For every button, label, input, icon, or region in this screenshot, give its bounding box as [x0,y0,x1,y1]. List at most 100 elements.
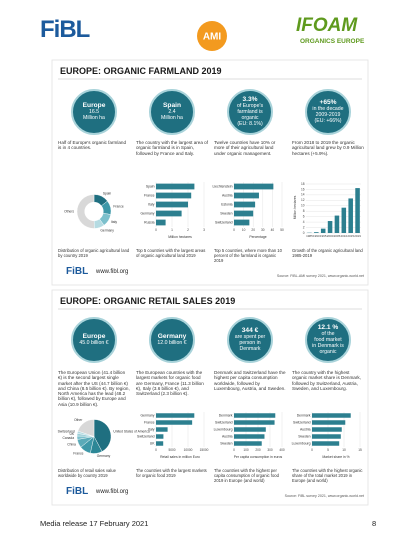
bar-label: France [144,420,155,424]
footer-logo: FiBL [66,486,89,497]
bar [234,434,265,439]
bar-label: Sweden [220,211,232,215]
slice-label: Italy [111,220,117,224]
x-tick-label: 3 [203,228,205,232]
x-tick-label: 2019 [354,234,361,238]
axis-label: Retail sales in million Euro [160,455,200,459]
bar-label: Austria [300,427,311,431]
x-tick-label: 200 [255,448,261,452]
x-tick-label: 300 [267,448,273,452]
x-tick-label: 5000 [168,448,175,452]
ami-logo: AMI [203,32,222,43]
fibl-logo: FiBL [40,16,90,43]
x-tick-label: 2005 [334,234,341,238]
key-figure-line: Denmark [239,345,261,352]
bar [234,427,266,432]
bar-label: Russia [144,220,154,224]
bar [156,434,164,439]
key-figure-line: person in [239,339,261,346]
bar-label: Austria [222,193,233,197]
key-figure: 12.1 % of the food market in Denmark is orga… [308,320,348,360]
bar-label: Switzerland [215,420,233,424]
key-figure-line: food market [314,336,342,343]
y-tick-label: 0 [303,231,305,235]
slice-label: Canada [62,436,74,440]
bar [348,198,353,233]
x-tick-label: 2015 [347,234,354,238]
bar-label: Sweden [298,434,310,438]
key-figure-line: in the decade [312,105,344,112]
key-figure-circle [227,317,273,363]
x-tick-label: 1985 [306,234,313,238]
bar [314,232,319,233]
bar [234,183,274,190]
key-figure: Europe 16.5 Million ha [74,92,114,132]
description: From 2018 to 2019 the organic agricultur… [292,140,364,156]
x-tick-label: 5 [327,448,329,452]
slice-label: China [67,443,76,447]
caption: The countries with the highest organic s… [292,468,363,483]
key-figure-line: 2.4 [168,108,176,115]
bar [312,413,351,418]
key-figure-line: are spent per [234,333,266,340]
key-figure-line: Spain [163,102,181,110]
section-title: EUROPE: ORGANIC FARMLAND 2019 [60,66,222,76]
slice-label: France [113,205,123,209]
description: The European countries with the largest … [136,370,204,397]
bar [234,441,262,446]
slice-label: France [73,451,83,455]
y-tick-label: 8 [303,209,305,213]
y-tick-label: 16 [301,187,305,191]
key-figure-line: (EU: 8.1%) [237,120,263,127]
footer-logo: FiBL [66,266,89,277]
key-figure-line: farmland is [237,108,263,115]
x-tick-label: 10 [342,448,346,452]
key-figure-circle [149,89,195,135]
key-figure-line: organic [241,114,259,121]
slice-label: Germany [97,454,111,458]
axis-label: Market share in % [322,455,349,459]
slice-label: Spain [103,191,112,195]
x-tick-label: 1 [171,228,173,232]
slice-label: United States of America [113,430,149,434]
bar-label: Estonia [221,202,232,206]
slice-label: Germany [100,228,114,232]
x-tick-label: 1995 [320,234,327,238]
footer-url: www.fibl.org [96,269,129,275]
key-figure-line: 12.0 billion € [157,339,187,346]
key-figure-circle [71,317,117,363]
x-tick-label: 30 [261,228,265,232]
key-figure-line: organic [319,348,337,355]
description: The country with the highest organic mar… [292,370,361,391]
bar-label: Liechtenstein [213,184,233,188]
x-tick-label: 40 [271,228,275,232]
page-number: 8 [372,519,377,528]
y-tick-label: 2 [303,225,305,229]
bar [234,201,256,208]
bar [234,420,275,425]
description: Twelve countries have 10% or more of the… [214,140,276,156]
bar-label: Germany [141,211,155,215]
key-figure-line: Million ha [161,114,183,121]
key-figure: 344 € are spent per person in Denmark [230,320,270,360]
bar-label: Denmark [219,413,233,417]
key-figure-circle [305,317,351,363]
axis-label: Million hectares [293,195,297,219]
key-figure-circle [305,89,351,135]
footer-url: www.fibl.org [96,489,129,495]
bar-label: Italy [148,427,155,431]
bar [234,210,254,217]
key-figure-line: Europe [82,333,106,341]
bar [312,420,346,425]
x-tick-label: 10000 [184,448,193,452]
bar [156,427,168,432]
key-figure-line: (EU: +66%) [314,117,342,124]
axis-label: Per capita consumption in euros [234,455,283,459]
bar [156,420,193,425]
key-figure: Spain 2.4 Million ha [152,92,192,132]
y-tick-label: 14 [301,193,305,197]
key-figure-circle [227,89,273,135]
key-figure-line: Europe [82,102,106,110]
